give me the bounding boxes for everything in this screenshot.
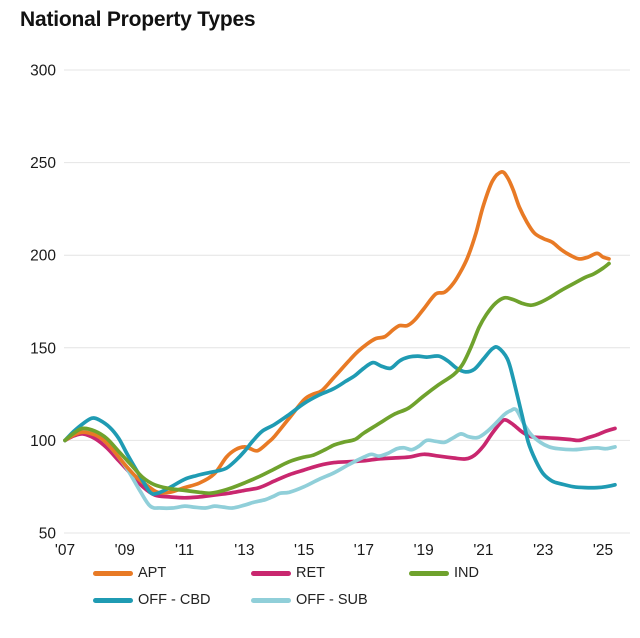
line-chart-svg: 300 250 200 150 100 50'07 '09 '11 '13 '15 '17 '19 '2… xyxy=(30,63,630,559)
y-axis-tick-label: 100 xyxy=(30,433,56,450)
x-axis-tick-label: '11 xyxy=(175,542,194,559)
series-line-apt xyxy=(63,169,611,495)
legend-label-ret: RET xyxy=(296,565,325,581)
legend-swatch-off-sub-icon xyxy=(251,597,291,603)
legend-label-ind: IND xyxy=(454,565,479,581)
legend-label-apt: APT xyxy=(138,565,167,581)
legend-label-off-sub: OFF - SUB xyxy=(296,592,368,608)
y-axis-tick-label: 50 xyxy=(39,526,57,543)
x-axis-tick-label: '19 xyxy=(414,542,434,559)
line-chart-plot-area: 300 250 200 150 100 50'07 '09 '11 '13 '15 '17 '19 '2… xyxy=(30,63,630,559)
x-axis-tick-label: '17 xyxy=(354,542,374,559)
legend-item-off-cbd[interactable]: OFF - CBD xyxy=(93,590,251,610)
legend-item-ind[interactable]: IND xyxy=(409,563,567,583)
x-axis-tick-label: '25 xyxy=(593,542,613,559)
legend-swatch-off-cbd-icon xyxy=(93,597,133,603)
x-axis-tick-label: '13 xyxy=(234,542,254,559)
legend-label-off-cbd: OFF - CBD xyxy=(138,592,211,608)
series-line-ind xyxy=(63,261,611,496)
y-axis-tick-label: 200 xyxy=(30,248,56,265)
legend-swatch-ret-icon xyxy=(251,570,291,576)
y-axis-tick-label: 150 xyxy=(30,340,56,357)
series-line-off-sub xyxy=(63,407,617,511)
chart-title: National Property Types xyxy=(20,8,256,31)
x-axis-tick-label: '21 xyxy=(473,542,493,559)
y-axis-tick-label: 250 xyxy=(30,155,56,172)
y-axis-tick-label: 300 xyxy=(30,63,56,80)
x-axis-tick-label: '07 xyxy=(55,542,75,559)
legend-swatch-ind-icon xyxy=(409,570,449,576)
chart-legend: APT RET IND OFF - CBD OFF - SUB xyxy=(93,563,613,610)
legend-item-off-sub[interactable]: OFF - SUB xyxy=(251,590,409,610)
legend-item-ret[interactable]: RET xyxy=(251,563,409,583)
legend-swatch-apt-icon xyxy=(93,570,133,576)
series-line-off-cbd xyxy=(63,345,617,496)
x-axis-tick-label: '09 xyxy=(115,542,135,559)
x-axis-tick-label: '15 xyxy=(294,542,314,559)
legend-item-apt[interactable]: APT xyxy=(93,563,251,583)
x-axis-tick-label: '23 xyxy=(533,542,553,559)
